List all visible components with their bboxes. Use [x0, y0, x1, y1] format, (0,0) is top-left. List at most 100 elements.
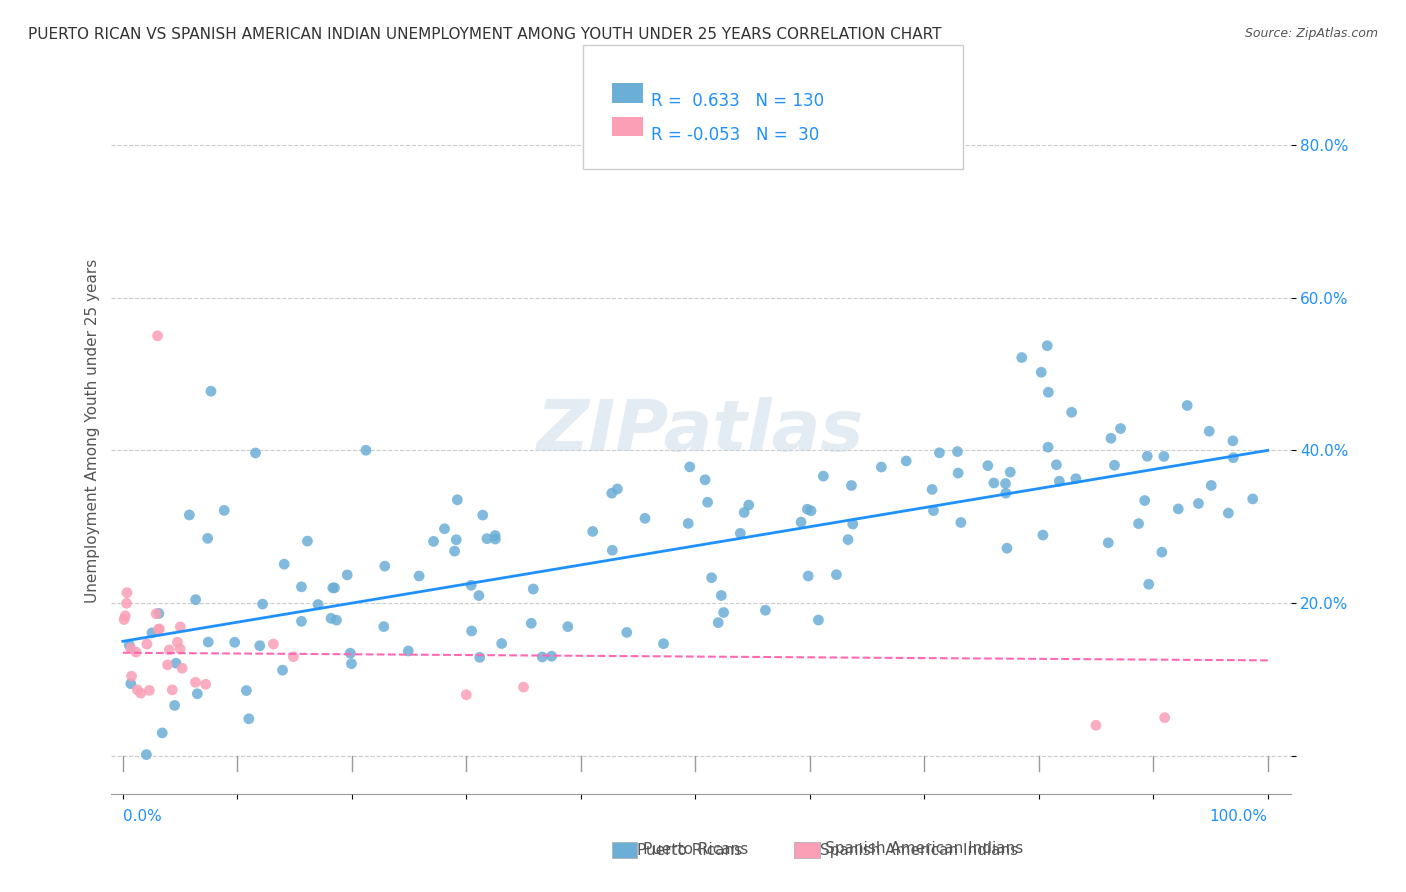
Point [520, 616, 543, 631]
Point [446, 533, 468, 547]
Point [1047, 474, 1070, 488]
Point [693, 473, 716, 487]
Point [121, 669, 143, 683]
Point [245, 446, 267, 460]
Point [700, 571, 723, 585]
Point [120, 676, 142, 690]
Point [733, 505, 755, 519]
Point [290, 615, 312, 629]
Point [125, 645, 148, 659]
Point [813, 469, 835, 483]
Point [730, 526, 752, 541]
Point [290, 580, 312, 594]
Point [1137, 577, 1160, 591]
Point [114, 608, 136, 623]
Text: R = -0.053   N =  30: R = -0.053 N = 30 [651, 126, 820, 144]
Point [1036, 339, 1059, 353]
Point [1104, 458, 1126, 473]
Point [600, 486, 623, 500]
Point [1198, 424, 1220, 438]
Text: Puerto Ricans: Puerto Ricans [637, 843, 742, 857]
Text: □  Spanish American Indians: □ Spanish American Indians [801, 841, 1024, 856]
Point [1084, 718, 1107, 732]
Point [169, 641, 191, 656]
Point [652, 637, 675, 651]
Point [922, 503, 945, 517]
Point [977, 458, 1000, 473]
Point [408, 569, 430, 583]
Text: 0.0%: 0.0% [122, 809, 162, 824]
Point [471, 508, 494, 522]
Point [1031, 365, 1053, 379]
Point [135, 747, 157, 762]
Point [790, 515, 813, 529]
Point [582, 524, 605, 539]
Point [616, 625, 638, 640]
Point [162, 682, 184, 697]
Point [212, 503, 235, 517]
Point [456, 688, 478, 702]
Point [118, 638, 141, 652]
Point [1032, 528, 1054, 542]
Point [522, 582, 544, 596]
Point [825, 567, 848, 582]
Point [983, 475, 1005, 490]
Point [179, 508, 201, 522]
Point [169, 620, 191, 634]
Point [249, 639, 271, 653]
Point [165, 656, 187, 670]
Point [112, 613, 135, 627]
Point [531, 650, 554, 665]
Point [172, 661, 194, 675]
Point [842, 516, 865, 531]
Point [837, 533, 859, 547]
Point [1167, 502, 1189, 516]
Point [1064, 472, 1087, 486]
Point [297, 534, 319, 549]
Point [146, 328, 169, 343]
Point [1097, 536, 1119, 550]
Point [946, 466, 969, 480]
Point [754, 603, 776, 617]
Point [120, 641, 142, 656]
Point [896, 454, 918, 468]
Point [148, 622, 170, 636]
Point [433, 522, 456, 536]
Point [921, 483, 943, 497]
Point [1150, 545, 1173, 559]
Point [710, 589, 733, 603]
Point [484, 528, 506, 542]
Point [1099, 431, 1122, 445]
Point [696, 495, 718, 509]
Point [841, 478, 863, 492]
Point [484, 532, 506, 546]
Point [157, 643, 180, 657]
Point [1187, 496, 1209, 510]
Point [1175, 399, 1198, 413]
Point [283, 649, 305, 664]
Point [446, 492, 468, 507]
Point [1000, 465, 1022, 479]
Point [145, 607, 167, 621]
Point [946, 444, 969, 458]
Point [797, 569, 820, 583]
Point [602, 543, 624, 558]
Point [1222, 434, 1244, 448]
Y-axis label: Unemployment Among Youth under 25 years: Unemployment Among Youth under 25 years [86, 260, 100, 603]
Point [1222, 450, 1244, 465]
Point [1036, 440, 1059, 454]
Point [396, 644, 419, 658]
Point [148, 607, 170, 621]
Point [166, 635, 188, 649]
Point [340, 657, 363, 671]
Point [1136, 449, 1159, 463]
Point [252, 597, 274, 611]
Point [200, 384, 222, 399]
Point [1128, 516, 1150, 531]
Point [127, 682, 149, 697]
Point [148, 623, 170, 637]
Point [194, 677, 217, 691]
Point [491, 636, 513, 650]
Point [1011, 351, 1033, 365]
Point [713, 606, 735, 620]
